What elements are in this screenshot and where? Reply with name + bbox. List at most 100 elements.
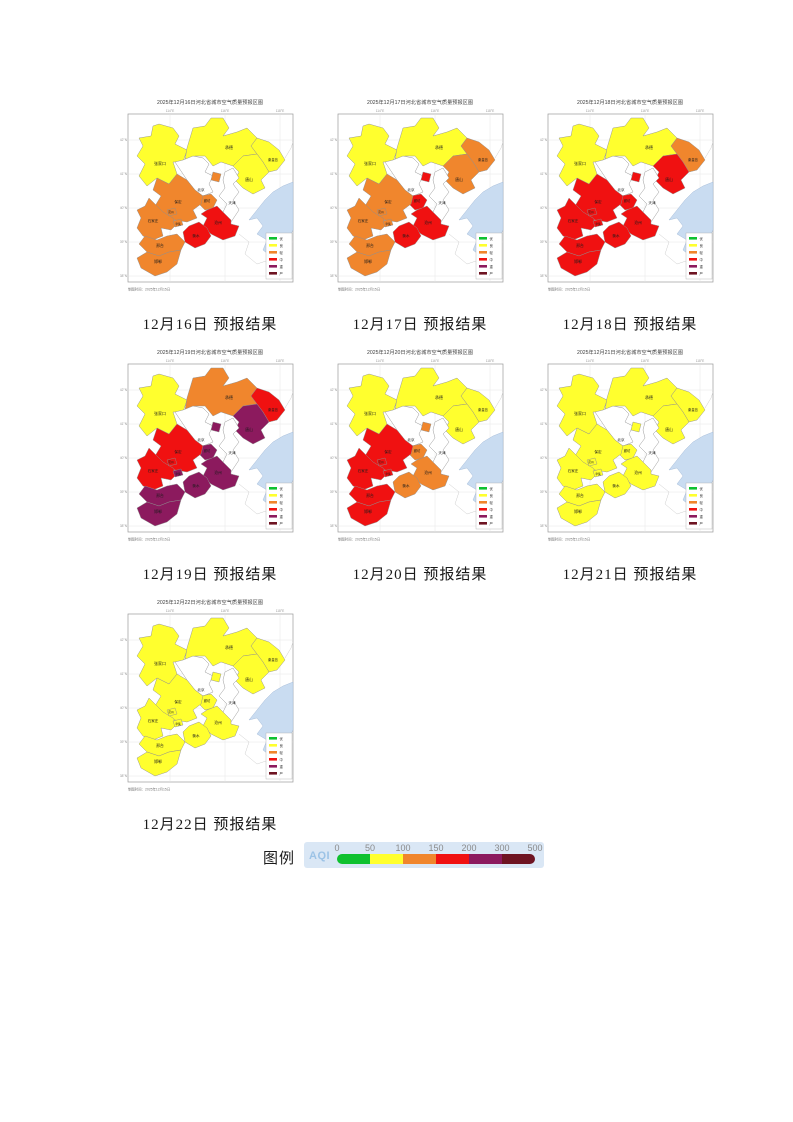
neighbor-border bbox=[658, 233, 690, 265]
mini-legend-swatch-maroon bbox=[269, 522, 277, 525]
region-label-cangzhou: 沧州 bbox=[214, 720, 222, 725]
region-label-hengshui: 衡水 bbox=[402, 233, 410, 238]
region-label-handan: 邯郸 bbox=[154, 759, 162, 764]
mini-legend-label: 轻 bbox=[700, 500, 704, 505]
region-label-zhangjiakou: 张家口 bbox=[154, 160, 166, 166]
axis-tick-label: 116°E bbox=[221, 609, 229, 613]
forecast-map-dec20: 2025年12月20日河北省城市空气质量预报区图 114°E 116°E 118°E 4… bbox=[330, 348, 504, 542]
aqi-bar-segment-maroon bbox=[502, 854, 536, 864]
mini-legend-swatch-green bbox=[479, 487, 487, 490]
region-label-shijiazhuang: 石家庄 bbox=[568, 218, 579, 223]
region-label-qinhuangdao: 秦皇岛 bbox=[478, 157, 489, 162]
neighbor-border bbox=[238, 483, 270, 515]
region-qinhuangdao bbox=[250, 137, 286, 173]
aqi-bar-segment-purple bbox=[469, 854, 503, 864]
mini-legend-label: 严 bbox=[490, 272, 494, 276]
axis-tick-label: 118°E bbox=[276, 109, 284, 113]
region-dingzhou bbox=[376, 457, 388, 467]
region-label-handan: 邯郸 bbox=[574, 509, 582, 514]
mini-legend-label: 中 bbox=[280, 507, 284, 512]
region-label-shijiazhuang: 石家庄 bbox=[568, 468, 579, 473]
region-label-chengde: 承德 bbox=[435, 394, 443, 400]
axis-tick-label: 116°E bbox=[641, 359, 649, 363]
mini-legend-label: 优 bbox=[490, 486, 494, 491]
region-label-beijing: 北京 bbox=[197, 187, 205, 192]
map-mini-legend bbox=[685, 232, 713, 280]
region-label-handan: 邯郸 bbox=[364, 259, 372, 264]
region-qinhuangdao bbox=[250, 387, 286, 423]
mini-legend-swatch-red bbox=[269, 258, 277, 261]
mini-legend-swatch-maroon bbox=[689, 272, 697, 275]
region-tianjin bbox=[638, 417, 660, 473]
axis-tick-label: 39°N bbox=[120, 490, 128, 494]
region-label-langfang: 廊坊 bbox=[624, 448, 631, 453]
region-langfang_north bbox=[420, 171, 432, 183]
region-label-chengde: 承德 bbox=[645, 144, 653, 150]
mini-legend-label: 中 bbox=[280, 757, 284, 762]
axis-tick-label: 41°N bbox=[120, 422, 128, 426]
region-label-handan: 邯郸 bbox=[574, 259, 582, 264]
region-handan bbox=[556, 499, 602, 527]
axis-tick-label: 39°N bbox=[120, 240, 128, 244]
axis-tick-label: 114°E bbox=[586, 109, 594, 113]
neighbor-border bbox=[238, 733, 270, 765]
region-label-xinji: 辛集 bbox=[595, 472, 601, 476]
mini-legend-label: 良 bbox=[700, 493, 704, 498]
region-label-tangshan: 唐山 bbox=[245, 177, 253, 182]
mini-legend-label: 中 bbox=[700, 507, 704, 512]
axis-tick-label: 116°E bbox=[431, 359, 439, 363]
region-label-dingzhou: 定州 bbox=[168, 710, 174, 714]
mini-legend-label: 严 bbox=[280, 522, 284, 526]
region-label-xingtai: 邢台 bbox=[576, 493, 584, 498]
region-label-qinhuangdao: 秦皇岛 bbox=[268, 657, 279, 662]
mini-legend-swatch-green bbox=[689, 487, 697, 490]
axis-tick-label: 42°N bbox=[330, 138, 338, 142]
axis-tick-label: 41°N bbox=[330, 422, 338, 426]
axis-tick-label: 116°E bbox=[431, 109, 439, 113]
region-cangzhou bbox=[200, 205, 240, 241]
region-label-dingzhou: 定州 bbox=[378, 460, 384, 464]
map-caption: 12月17日 预报结果 bbox=[352, 317, 488, 333]
region-label-shijiazhuang: 石家庄 bbox=[148, 718, 159, 723]
region-qinhuangdao bbox=[250, 637, 286, 673]
axis-tick-label: 114°E bbox=[376, 359, 384, 363]
mini-legend-swatch-green bbox=[689, 237, 697, 240]
region-label-beijing: 北京 bbox=[407, 437, 415, 442]
mini-legend-swatch-orange bbox=[269, 501, 277, 504]
region-label-dingzhou: 定州 bbox=[168, 460, 174, 464]
mini-legend-label: 轻 bbox=[490, 500, 494, 505]
aqi-bar-segment-yellow bbox=[370, 854, 404, 864]
axis-tick-label: 116°E bbox=[221, 109, 229, 113]
mini-legend-swatch-green bbox=[269, 237, 277, 240]
axis-tick-label: 40°N bbox=[330, 206, 338, 210]
axis-tick-label: 41°N bbox=[540, 172, 548, 176]
mini-legend-swatch-purple bbox=[269, 515, 277, 518]
map-title: 2025年12月17日河北省城市空气质量预报区图 bbox=[367, 98, 473, 106]
region-tianjin bbox=[218, 167, 240, 223]
region-hengshui bbox=[392, 471, 422, 499]
map-caption: 12月18日 预报结果 bbox=[562, 317, 698, 333]
mini-legend-label: 重 bbox=[280, 764, 284, 769]
region-cangzhou bbox=[410, 205, 450, 241]
region-label-qinhuangdao: 秦皇岛 bbox=[688, 407, 699, 412]
mini-legend-swatch-purple bbox=[269, 265, 277, 268]
region-label-xinji: 辛集 bbox=[175, 472, 181, 476]
axis-tick-label: 116°E bbox=[221, 359, 229, 363]
mini-legend-label: 严 bbox=[700, 522, 704, 526]
mini-legend-label: 重 bbox=[280, 264, 284, 269]
region-label-cangzhou: 沧州 bbox=[214, 470, 222, 475]
axis-tick-label: 40°N bbox=[540, 206, 548, 210]
region-label-hengshui: 衡水 bbox=[402, 483, 410, 488]
neighbor-border bbox=[494, 391, 504, 409]
mini-legend-label: 轻 bbox=[700, 250, 704, 255]
axis-tick-label: 38°N bbox=[120, 774, 128, 778]
forecast-figure-dec22: 2025年12月22日河北省城市空气质量预报区图 114°E 116°E 118°E 4… bbox=[105, 594, 315, 834]
region-tianjin bbox=[218, 667, 240, 723]
region-label-tangshan: 唐山 bbox=[665, 177, 673, 182]
map-mini-legend bbox=[475, 482, 503, 530]
mini-legend-swatch-purple bbox=[479, 515, 487, 518]
region-label-baoding: 保定 bbox=[384, 449, 392, 454]
map-title: 2025年12月22日河北省城市空气质量预报区图 bbox=[157, 598, 263, 606]
made-time: 制图时间：2025年12月15日 bbox=[338, 287, 380, 292]
axis-tick-label: 114°E bbox=[586, 359, 594, 363]
